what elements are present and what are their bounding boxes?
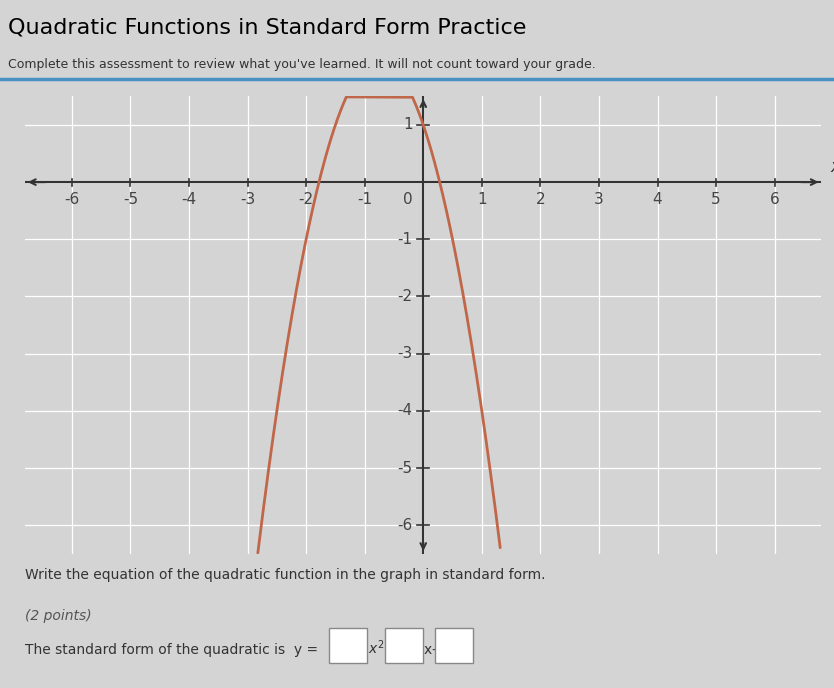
Text: -3: -3: [240, 193, 255, 207]
Text: 1: 1: [403, 118, 413, 132]
Text: Write the equation of the quadratic function in the graph in standard form.: Write the equation of the quadratic func…: [25, 568, 545, 581]
Text: -1: -1: [357, 193, 372, 207]
Text: -5: -5: [398, 460, 413, 475]
Text: -1: -1: [398, 232, 413, 247]
FancyBboxPatch shape: [435, 628, 473, 663]
FancyBboxPatch shape: [329, 628, 367, 663]
Text: The standard form of the quadratic is  y =: The standard form of the quadratic is y …: [25, 643, 318, 657]
Text: (2 points): (2 points): [25, 609, 92, 623]
Text: 6: 6: [770, 193, 780, 207]
Text: -4: -4: [182, 193, 197, 207]
Text: x+: x+: [424, 643, 444, 657]
Text: 5: 5: [711, 193, 721, 207]
Text: -6: -6: [398, 518, 413, 533]
Text: 4: 4: [653, 193, 662, 207]
FancyBboxPatch shape: [385, 628, 423, 663]
Text: -3: -3: [398, 346, 413, 361]
Text: -4: -4: [398, 403, 413, 418]
Text: x: x: [831, 158, 834, 176]
Text: 0: 0: [403, 193, 413, 207]
Text: 1: 1: [477, 193, 486, 207]
Text: Quadratic Functions in Standard Form Practice: Quadratic Functions in Standard Form Pra…: [8, 17, 527, 37]
Text: $x^2$+: $x^2$+: [368, 638, 395, 657]
Text: -5: -5: [123, 193, 138, 207]
Text: -2: -2: [398, 289, 413, 304]
Text: -2: -2: [299, 193, 314, 207]
Text: Complete this assessment to review what you've learned. It will not count toward: Complete this assessment to review what …: [8, 58, 596, 72]
Text: 3: 3: [594, 193, 604, 207]
Text: 2: 2: [535, 193, 545, 207]
Text: -6: -6: [64, 193, 79, 207]
